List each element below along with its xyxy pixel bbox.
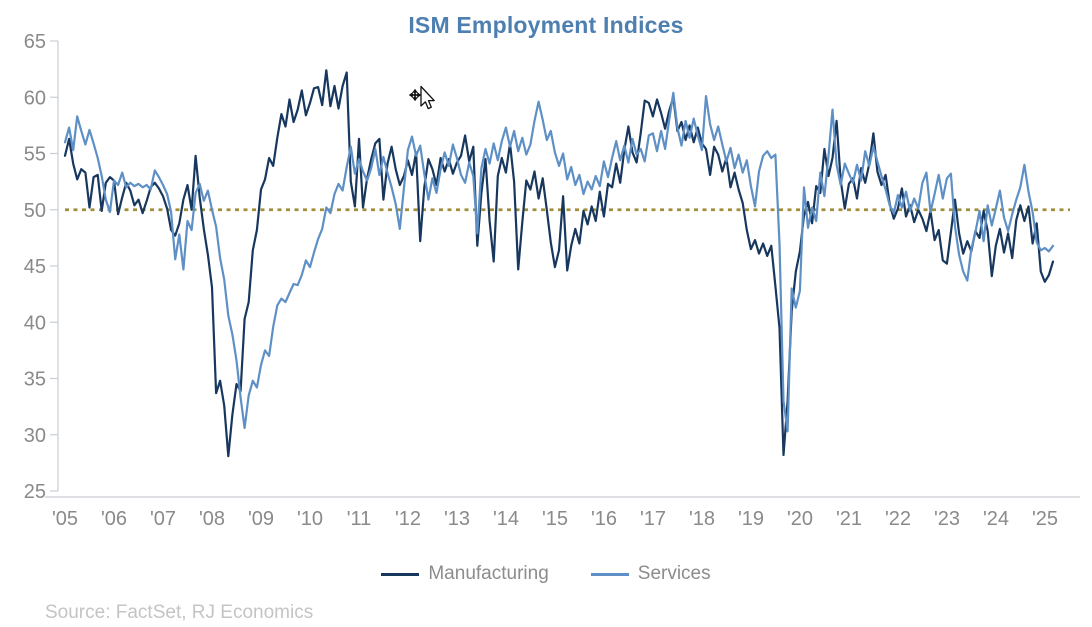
y-axis-tick-label: 45 <box>24 256 46 278</box>
y-axis-tick-label: 30 <box>24 425 46 447</box>
legend-label-services: Services <box>637 563 711 584</box>
x-axis-tick-label: '06 <box>101 508 127 530</box>
chart-title: ISM Employment Indices <box>408 12 684 38</box>
y-axis-tick-label: 40 <box>24 312 46 334</box>
y-axis-tick-label: 55 <box>24 144 46 166</box>
x-axis-tick-label: '24 <box>983 508 1009 530</box>
x-axis-tick-label: '14 <box>493 508 519 530</box>
x-axis-tick-label: '11 <box>347 508 372 530</box>
services-line-swatch <box>590 572 629 576</box>
manufacturing-line-swatch <box>381 572 420 576</box>
source-note: Source: FactSet, RJ Economics <box>45 602 314 623</box>
y-axis-tick-label: 60 <box>24 87 46 109</box>
legend-label-manufacturing: Manufacturing <box>428 563 549 584</box>
x-axis-tick-label: '18 <box>689 508 715 530</box>
x-axis-tick-label: '22 <box>885 508 911 530</box>
y-axis-tick-label: 65 <box>24 31 46 53</box>
x-axis-tick-label: '16 <box>591 508 617 530</box>
x-axis-tick-label: '25 <box>1032 508 1058 530</box>
x-axis-tick-label: '08 <box>199 508 225 530</box>
x-axis-tick-label: '10 <box>297 508 323 530</box>
x-axis-tick-label: '23 <box>934 508 960 530</box>
series-line-services <box>63 91 1055 433</box>
x-axis-tick-label: '13 <box>444 508 470 530</box>
x-axis-tick-label: '12 <box>395 508 421 530</box>
legend-item-services: Services <box>590 563 711 585</box>
x-axis-tick-label: '20 <box>787 508 813 530</box>
x-axis-tick-label: '19 <box>738 508 764 530</box>
legend-item-manufacturing: Manufacturing <box>381 563 549 585</box>
x-axis-tick-label: '21 <box>836 508 862 530</box>
y-axis-tick-label: 50 <box>24 200 46 222</box>
chart-legend: Manufacturing Services <box>0 563 1092 585</box>
y-axis-tick-label: 25 <box>24 481 46 503</box>
x-axis-tick-label: '15 <box>542 508 568 530</box>
x-axis-tick-label: '05 <box>52 508 78 530</box>
series-line-manufacturing <box>63 69 1055 458</box>
x-axis-tick-label: '07 <box>150 508 176 530</box>
x-axis-tick-label: '17 <box>640 508 666 530</box>
y-axis-tick-label: 35 <box>24 369 46 391</box>
x-axis-tick-label: '09 <box>248 508 274 530</box>
mouse-move-cursor-icon <box>404 79 438 115</box>
